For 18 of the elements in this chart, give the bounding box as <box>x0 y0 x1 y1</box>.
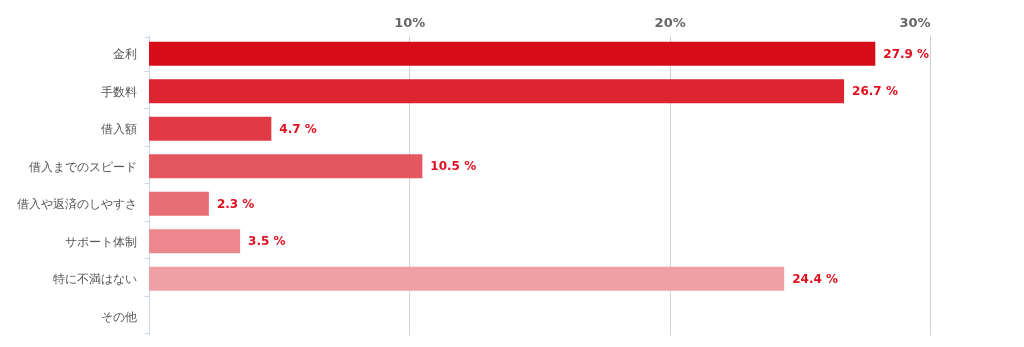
data-label: 24.4 % <box>792 271 839 286</box>
data-label: 26.7 % <box>852 84 898 99</box>
y-tick-label: その他 <box>100 309 137 324</box>
data-label: 2.3 % <box>216 196 255 211</box>
data-label: 27.9 % <box>883 46 930 61</box>
y-tick-label: 借入や返済のしやすさ <box>16 197 137 212</box>
y-tick-label: 金利 <box>112 47 137 62</box>
data-label: 10.5 % <box>430 159 477 174</box>
x-tick-label: 10% <box>394 14 426 30</box>
y-tick-label: サポート体制 <box>64 234 137 249</box>
x-tick-label: 20% <box>654 14 686 30</box>
y-tick-label: 借入までのスピード <box>28 159 137 174</box>
y-tick-label: 特に不満はない <box>52 272 137 287</box>
x-tick-label: 30% <box>899 14 931 30</box>
data-label: 3.5 % <box>248 234 286 249</box>
data-label: 4.7 % <box>279 121 317 136</box>
y-tick-label: 手数料 <box>100 84 137 99</box>
y-tick-label: 借入額 <box>100 122 137 137</box>
